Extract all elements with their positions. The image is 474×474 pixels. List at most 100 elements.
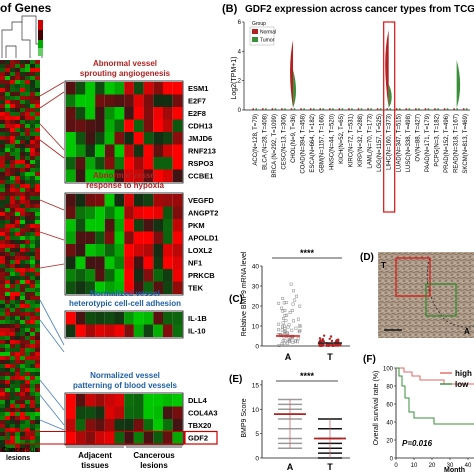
group-heat-cell bbox=[66, 119, 76, 132]
heatmap-cell bbox=[15, 256, 20, 260]
group-heat-cell bbox=[133, 169, 144, 182]
heatmap-cell bbox=[20, 68, 25, 72]
heatmap-cell bbox=[25, 368, 30, 372]
heatmap-cell bbox=[10, 188, 15, 192]
group-heat-cell bbox=[104, 312, 115, 325]
heatmap-cell bbox=[0, 212, 5, 216]
heatmap-cell bbox=[25, 160, 30, 164]
heatmap-cell bbox=[0, 184, 5, 188]
heatmap-cell bbox=[0, 336, 5, 340]
heatmap-cell bbox=[20, 376, 25, 380]
heatmap-cell bbox=[0, 256, 5, 260]
heatmap-cell bbox=[15, 232, 20, 236]
group-heat-cell bbox=[104, 431, 115, 444]
heatmap-cell bbox=[30, 280, 35, 284]
heatmap-cell bbox=[30, 132, 35, 136]
group-heat-cell bbox=[153, 312, 163, 325]
heatmap-cell bbox=[5, 372, 10, 376]
heatmap-cell bbox=[15, 336, 20, 340]
heatmap-cell bbox=[0, 440, 5, 444]
heatmap-cell bbox=[0, 296, 5, 300]
heatmap-cell bbox=[10, 148, 15, 152]
group-heat-cell bbox=[95, 144, 105, 157]
heatmap-cell bbox=[35, 336, 40, 340]
heatmap-cell bbox=[15, 204, 20, 208]
panel-f-letter: (F) bbox=[363, 354, 376, 365]
heatmap-cell bbox=[15, 316, 20, 320]
group-heat-cell bbox=[133, 157, 144, 170]
panel-c-group-a: A bbox=[285, 352, 292, 362]
heatmap-cell bbox=[25, 396, 30, 400]
heatmap-cell bbox=[15, 412, 20, 416]
group-heat-cell bbox=[114, 419, 125, 432]
group-heat-cell bbox=[163, 194, 173, 207]
heatmap-cell bbox=[30, 352, 35, 356]
heatmap-cell bbox=[35, 352, 40, 356]
b-tumor-point bbox=[465, 108, 468, 110]
group-heat-cell bbox=[153, 394, 163, 407]
panel-c: (C) Relative BMP9 mRNA level 0 10 20 30 40 *… bbox=[229, 248, 350, 362]
group-heat-cell bbox=[114, 132, 125, 145]
heatmap-cell bbox=[20, 280, 25, 284]
group-heat-cell bbox=[75, 169, 86, 182]
heatmap-cell bbox=[25, 260, 30, 264]
heatmap-cell bbox=[5, 284, 10, 288]
heatmap-cell bbox=[0, 380, 5, 384]
heatmap-cell bbox=[20, 408, 25, 412]
heatmap-cell bbox=[10, 404, 15, 408]
panel-c-points bbox=[276, 282, 342, 348]
panel-e-significance: **** bbox=[300, 371, 315, 381]
heatmap-cell bbox=[30, 420, 35, 424]
heatmap-cell bbox=[15, 272, 20, 276]
heatmap-cell bbox=[10, 144, 15, 148]
c-point-a bbox=[292, 319, 295, 323]
heatmap-cell bbox=[30, 432, 35, 436]
b-tumor-point bbox=[341, 108, 344, 110]
c-point-a bbox=[281, 339, 285, 343]
gene-label: TBX20 bbox=[188, 421, 211, 430]
group-heat-cell bbox=[85, 144, 96, 157]
c-point-t bbox=[325, 344, 329, 347]
b-category-label: LIHC(N=160, T=373) bbox=[387, 114, 393, 170]
heatmap-cell bbox=[30, 232, 35, 236]
group-heat-cell bbox=[75, 107, 86, 120]
heatmap-cell bbox=[0, 76, 5, 80]
heatmap-cell bbox=[30, 416, 35, 420]
heatmap-cell bbox=[10, 388, 15, 392]
heatmap-cell bbox=[15, 308, 20, 312]
c-point-t bbox=[337, 338, 340, 341]
heatmap-cell bbox=[5, 436, 10, 440]
heatmap-cell bbox=[5, 100, 10, 104]
group-heat-cell bbox=[133, 132, 144, 145]
heatmap-cell bbox=[15, 144, 20, 148]
heatmap-cell bbox=[15, 88, 20, 92]
heatmap-cell bbox=[5, 324, 10, 328]
group-heat-cell bbox=[124, 169, 134, 182]
heatmap-cell bbox=[15, 136, 20, 140]
b-tumor-point bbox=[274, 108, 277, 110]
group-heat-cell bbox=[75, 82, 86, 95]
heatmap-cell bbox=[35, 264, 40, 268]
b-category-label: KIRC(N=72, T=531) bbox=[348, 114, 354, 167]
c-point-a bbox=[298, 304, 302, 308]
heatmap-cell bbox=[20, 436, 25, 440]
heatmap-cell bbox=[0, 316, 5, 320]
heatmap-cell bbox=[20, 340, 25, 344]
heatmap-cell bbox=[20, 64, 25, 68]
heatmap-cell bbox=[20, 176, 25, 180]
heatmap-cell bbox=[35, 408, 40, 412]
heatmap-cell bbox=[0, 168, 5, 172]
heatmap-cell bbox=[25, 196, 30, 200]
c-point-a bbox=[283, 309, 287, 312]
heatmap-cell bbox=[0, 376, 5, 380]
c-point-a bbox=[283, 326, 287, 330]
group-heat-cell bbox=[133, 231, 144, 244]
group-heat-cell bbox=[124, 394, 134, 407]
heatmap-cell bbox=[30, 328, 35, 332]
group-heat-cell bbox=[95, 244, 105, 257]
panel-f-axes: 0 20 40 60 80 100 0 10 20 30 40 bbox=[383, 367, 474, 469]
heatmap-cell bbox=[20, 160, 25, 164]
group-heat-cell bbox=[172, 144, 183, 157]
heatmap-cell bbox=[10, 140, 15, 144]
heatmap-cell bbox=[35, 108, 40, 112]
